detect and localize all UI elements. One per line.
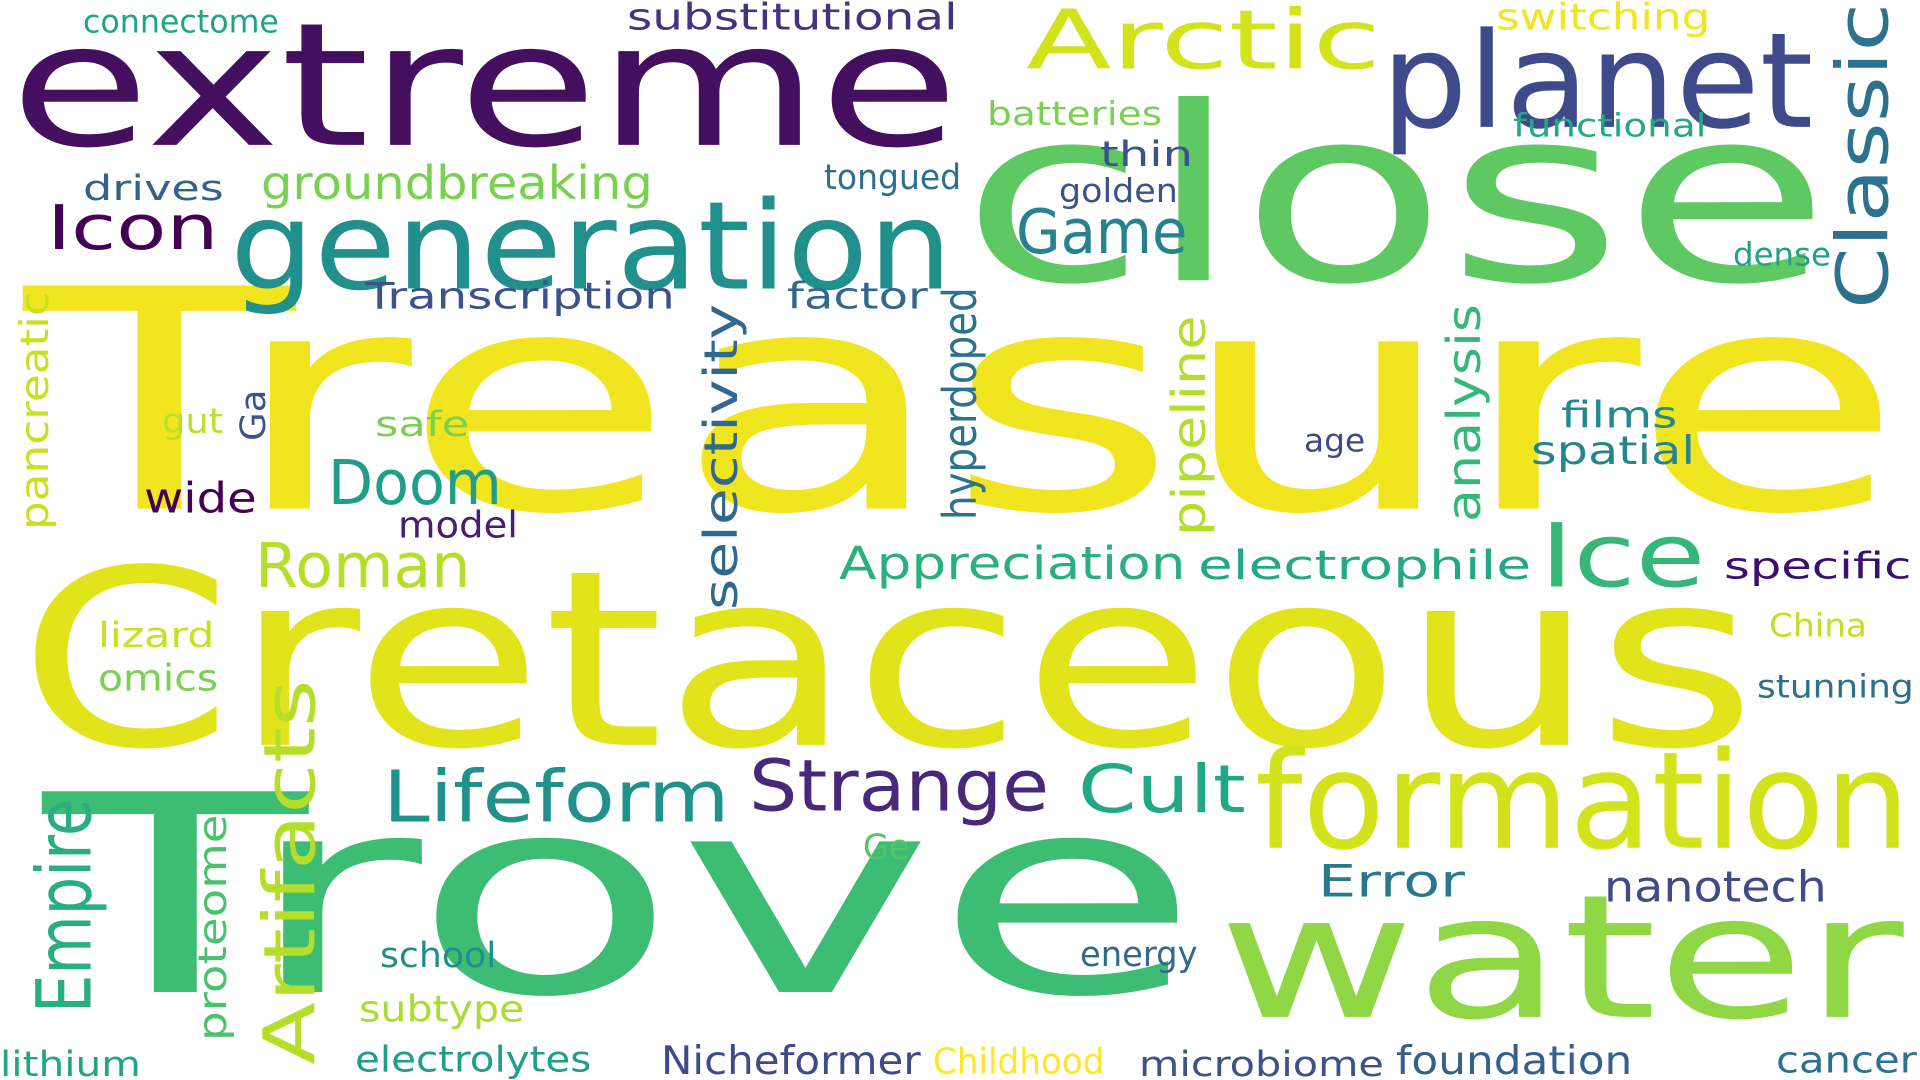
word-safe: safe xyxy=(374,403,469,444)
word-spatial: spatial xyxy=(1530,427,1695,474)
word-extreme: extreme xyxy=(9,0,959,186)
word-factor: factor xyxy=(787,275,929,319)
word-electrolytes: electrolytes xyxy=(355,1038,592,1080)
word-cult: Cult xyxy=(1077,751,1246,828)
word-planet: planet xyxy=(1381,3,1814,158)
word-wide: wide xyxy=(144,473,258,523)
word-lifeform: Lifeform xyxy=(383,754,730,838)
word-game: Game xyxy=(1016,196,1188,269)
word-nanotech: nanotech xyxy=(1604,861,1827,912)
word-gut: gut xyxy=(161,400,223,442)
word-analysis: analysis xyxy=(1436,303,1492,522)
word-childhood: Childhood xyxy=(933,1041,1105,1080)
word-groundbreaking: groundbreaking xyxy=(260,156,653,211)
word-specific: specific xyxy=(1724,545,1912,588)
word-age: age xyxy=(1304,421,1366,459)
word-cancer: cancer xyxy=(1775,1039,1917,1080)
word-golden: golden xyxy=(1059,172,1178,211)
word-dense: dense xyxy=(1732,235,1831,273)
word-ga: Ga xyxy=(232,389,274,441)
word-stunning: stunning xyxy=(1757,667,1914,705)
word-films: films xyxy=(1561,394,1678,437)
word-lizard: lizard xyxy=(97,614,215,656)
word-close: close xyxy=(961,55,1831,338)
word-generation: generation xyxy=(230,175,953,319)
word-water: water xyxy=(1218,857,1905,1058)
word-proteome: proteome xyxy=(190,814,236,1041)
word-china: China xyxy=(1769,606,1868,644)
word-appreciation: Appreciation xyxy=(838,536,1186,591)
word-electrophile: electrophile xyxy=(1197,542,1531,590)
word-omics: omics xyxy=(97,657,218,701)
word-model: model xyxy=(397,504,518,548)
word-selectivity: selectivity xyxy=(693,303,748,610)
word-school: school xyxy=(379,934,496,976)
word-artifacts: Artifacts xyxy=(247,679,331,1066)
word-cretaceous: Cretaceous xyxy=(18,518,1758,804)
word-nicheformer: Nicheformer xyxy=(661,1037,921,1080)
word-icon: Icon xyxy=(46,193,218,265)
word-batteries: batteries xyxy=(986,95,1163,134)
word-subtype: subtype xyxy=(358,988,525,1031)
word-empire: Empire xyxy=(21,798,110,1013)
word-hyperdoped: hyperdoped xyxy=(932,287,987,521)
word-arctic: Arctic xyxy=(1026,0,1382,89)
word-tongued: tongued xyxy=(824,157,962,198)
word-pancreatic: pancreatic xyxy=(11,291,58,531)
word-thin: thin xyxy=(1099,133,1193,175)
word-microbiome: microbiome xyxy=(1138,1043,1384,1080)
word-ge: Ge xyxy=(863,826,910,868)
word-error: Error xyxy=(1317,856,1465,908)
word-strange: Strange xyxy=(749,743,1050,827)
word-formation: formation xyxy=(1255,722,1911,880)
word-functional: functional xyxy=(1513,106,1707,145)
word-foundation: foundation xyxy=(1395,1037,1633,1080)
word-ice: Ice xyxy=(1540,504,1706,608)
word-pipeline: pipeline xyxy=(1161,315,1216,537)
word-treasure: Treasure xyxy=(24,225,1905,582)
word-trove: Trove xyxy=(42,736,1200,1058)
word-lithium: lithium xyxy=(0,1043,141,1080)
word-energy: energy xyxy=(1080,933,1198,975)
word-roman: Roman xyxy=(254,531,471,603)
word-connectome: connectome xyxy=(83,2,280,41)
word-switching: switching xyxy=(1496,0,1711,39)
word-doom: Doom xyxy=(328,447,503,520)
word-classic: Classic xyxy=(1821,2,1905,309)
word-substitutional: substitutional xyxy=(626,0,958,39)
word-transcription: Transcription xyxy=(364,275,675,319)
word-drives: drives xyxy=(83,168,225,209)
